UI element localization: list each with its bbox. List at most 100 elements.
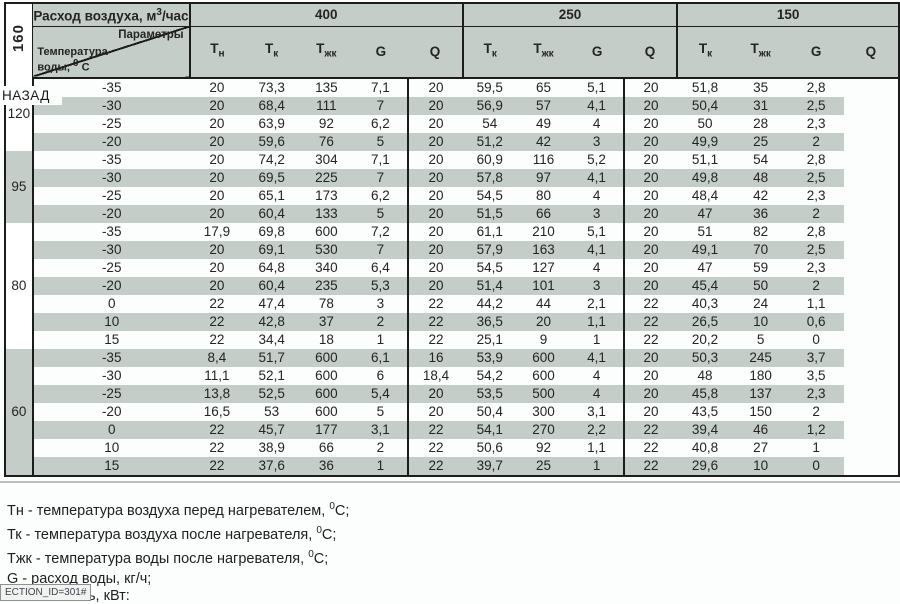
data-cell: 60,9 — [476, 151, 503, 167]
data-cell: 20 — [622, 132, 678, 151]
col-head-g: G — [353, 26, 409, 79]
data-cell: 60,4 — [244, 276, 300, 295]
airflow-header-unit: /час — [161, 8, 189, 24]
data-cell: 2,3 — [806, 187, 826, 203]
data-cell: 59,6 — [244, 132, 300, 151]
data-cell: -25 — [31, 258, 190, 277]
data-cell: 20 — [622, 348, 678, 367]
data-cell: 7,1 — [371, 151, 390, 167]
data-cell: 22 — [189, 456, 245, 476]
data-cell: 137 — [732, 384, 789, 403]
data-cell: 1 — [812, 439, 820, 455]
table-row: -20 20 59,6 76 5 20 51,2 42 3 20 49,9 25 2 — [5, 132, 899, 151]
legend-line-4: G - расход воды, кг/ч; — [7, 571, 152, 587]
data-cell: 22 — [622, 420, 678, 439]
data-cell: 4 — [592, 187, 601, 203]
data-cell: 20 — [189, 276, 245, 295]
data-cell: -30 — [31, 168, 190, 187]
col-head-g: G — [788, 26, 844, 79]
data-cell: 20 — [209, 187, 225, 203]
data-cell: 44,2 — [476, 295, 503, 311]
back-link[interactable]: НАЗАД — [0, 86, 62, 105]
data-cell: 270 — [516, 420, 571, 439]
data-cell: 10 — [31, 312, 190, 331]
data-cell: 2,3 — [788, 384, 844, 403]
data-cell: 20 — [622, 96, 678, 115]
data-cell: 22 — [407, 438, 463, 457]
data-cell: 1,1 — [806, 295, 826, 311]
table-row: 10 22 38,9 66 2 22 50,6 92 1,1 22 40,8 27 1 — [5, 438, 899, 457]
data-cell: 20 — [622, 258, 678, 277]
data-cell: 210 — [532, 223, 555, 239]
data-cell: 22 — [622, 312, 678, 331]
data-cell: 4 — [592, 115, 601, 131]
data-cell: 49,1 — [677, 240, 733, 259]
data-cell: 177 — [299, 420, 354, 439]
data-cell: 20 — [209, 115, 225, 131]
data-cell: 59 — [753, 259, 769, 275]
data-cell: 3 — [376, 295, 385, 311]
data-cell: 20 — [407, 222, 463, 241]
data-cell: 600 — [299, 348, 354, 367]
data-cell: 22 — [209, 439, 225, 455]
data-cell: 6,4 — [371, 259, 390, 275]
data-cell: 53,5 — [462, 384, 517, 403]
data-cell: 3 — [570, 132, 624, 151]
data-cell: 35 — [753, 79, 769, 95]
table-row: -30 20 69,5 225 7 20 57,8 97 4,1 20 49,8 48 2,5 — [5, 168, 899, 187]
data-cell: 22 — [209, 331, 225, 347]
data-cell: 304 — [315, 151, 338, 167]
data-cell: 20,2 — [691, 331, 719, 347]
data-cell: -35 — [31, 348, 190, 367]
data-cell: -30 — [31, 366, 190, 385]
data-cell: 5,1 — [587, 79, 606, 95]
data-cell: 1 — [376, 331, 385, 347]
data-cell: 235 — [299, 276, 354, 295]
data-cell: 20 — [407, 276, 463, 295]
data-cell: 52,1 — [258, 367, 285, 383]
data-cell: 53 — [264, 403, 280, 419]
heater-table: 160 Расход воздуха, м3/час 400 250 150 Пар… — [4, 2, 900, 477]
data-cell: 54 — [753, 151, 769, 167]
airflow-header-text: Расход воздуха, м — [33, 8, 157, 24]
data-cell: 116 — [532, 151, 555, 167]
data-cell: 1 — [570, 456, 624, 476]
data-cell: 46 — [732, 420, 789, 439]
data-cell: 73,3 — [258, 79, 285, 95]
data-cell: 22 — [622, 294, 678, 313]
data-cell: 50,6 — [476, 439, 503, 455]
data-cell: 4 — [592, 259, 601, 275]
data-cell: 225 — [299, 168, 354, 187]
data-cell: 0 — [788, 456, 844, 476]
table-row: 0 22 45,7 177 3,1 22 54,1 270 2,2 22 39,4 46 1,2 — [5, 420, 899, 439]
params-header-row: Параметры Температура воды, 0 С Тн Тк Тжк G Q… — [5, 26, 899, 79]
data-cell: 16,5 — [203, 403, 231, 419]
data-cell: 133 — [299, 204, 354, 223]
data-cell: 57,8 — [462, 168, 517, 187]
data-cell: 5,4 — [353, 384, 409, 403]
data-cell: 20 — [622, 204, 678, 223]
data-cell: 2,2 — [570, 420, 624, 439]
data-cell: 37 — [299, 312, 354, 331]
data-cell: 66 — [516, 204, 571, 223]
data-cell: 49,9 — [677, 132, 733, 151]
data-cell: 40,3 — [691, 295, 719, 311]
data-cell: 135 — [315, 79, 338, 95]
legend: Тн - температура воздуха перед нагревате… — [7, 498, 349, 594]
data-cell: 245 — [732, 348, 789, 367]
data-cell: 51,2 — [462, 132, 517, 151]
data-cell: -25 — [31, 186, 190, 205]
data-cell: 127 — [532, 259, 555, 275]
data-cell: 6,2 — [371, 115, 390, 131]
data-cell: 20 — [516, 312, 571, 331]
data-cell: 20 — [622, 276, 678, 295]
data-cell: 65 — [535, 79, 552, 95]
col-head-тн: Тн — [188, 26, 245, 79]
water-temp-label: Температура воды, 0 С — [37, 45, 108, 74]
data-cell: 20 — [407, 240, 463, 259]
table-row: 60 -35 8,4 51,7 600 6,1 16 53,9 600 4,1 20 50,3 245 3… — [5, 348, 899, 476]
data-cell: 65,1 — [258, 187, 285, 203]
legend-line-3: Тжк - температура воды после нагревателя… — [7, 549, 329, 567]
data-cell: 48,4 — [691, 187, 719, 203]
data-cell: 18,4 — [407, 366, 463, 385]
